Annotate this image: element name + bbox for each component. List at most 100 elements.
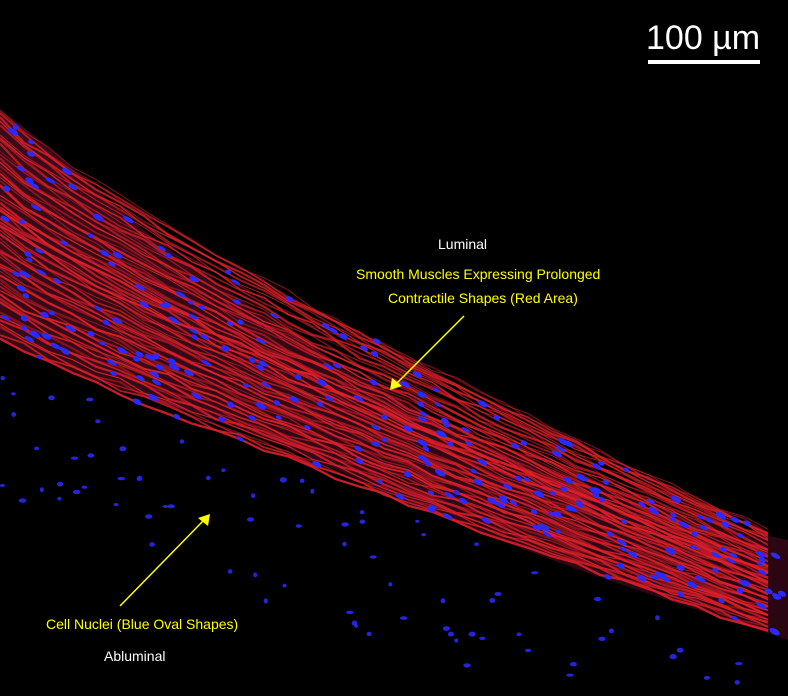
cell-nucleus bbox=[353, 395, 364, 402]
cell-nucleus bbox=[0, 375, 5, 381]
cell-nucleus bbox=[190, 334, 198, 340]
cell-nucleus bbox=[221, 468, 226, 473]
cell-nucleus bbox=[646, 498, 656, 505]
cell-nucleus bbox=[417, 454, 429, 462]
cell-nucleus bbox=[256, 364, 265, 371]
muscle-fiber bbox=[0, 183, 769, 567]
cell-nucleus bbox=[359, 519, 366, 524]
muscle-fiber bbox=[0, 326, 769, 628]
cell-nucleus bbox=[649, 574, 659, 581]
cell-nucleus bbox=[593, 596, 602, 602]
muscle-fiber bbox=[0, 274, 769, 604]
cell-nucleus bbox=[136, 475, 143, 481]
cell-nucleus bbox=[555, 529, 561, 534]
muscle-fiber bbox=[0, 209, 769, 574]
cell-nucleus bbox=[41, 332, 52, 340]
muscle-fiber bbox=[0, 241, 769, 591]
cell-nucleus bbox=[26, 150, 35, 157]
cell-nucleus bbox=[122, 216, 134, 224]
cell-nucleus bbox=[167, 358, 176, 365]
cell-nucleus bbox=[553, 511, 562, 518]
cell-nucleus bbox=[686, 581, 698, 589]
cell-nucleus bbox=[19, 270, 30, 278]
cell-nucleus bbox=[764, 588, 773, 595]
muscle-fiber bbox=[0, 180, 769, 562]
cell-nucleus bbox=[539, 524, 550, 532]
cell-nucleus bbox=[25, 177, 34, 184]
muscle-fiber bbox=[0, 337, 769, 632]
cell-nucleus bbox=[243, 382, 250, 388]
cell-nucleus bbox=[70, 456, 79, 460]
cell-nucleus bbox=[454, 638, 459, 643]
cell-nucleus bbox=[148, 394, 159, 401]
cell-nucleus bbox=[453, 490, 461, 495]
cell-nucleus bbox=[565, 504, 575, 512]
cell-nucleus bbox=[569, 662, 577, 667]
smooth-muscle-label-line2: Contractile Shapes (Red Area) bbox=[388, 290, 578, 306]
cell-nucleus bbox=[721, 521, 730, 528]
cell-nucleus bbox=[11, 412, 17, 417]
cell-nucleus bbox=[417, 391, 426, 398]
cell-nucleus bbox=[159, 303, 167, 309]
cell-nucleus bbox=[39, 487, 44, 493]
cell-nucleus bbox=[145, 354, 156, 361]
muscle-fiber bbox=[0, 136, 769, 546]
cell-nucleus bbox=[294, 374, 302, 381]
cell-nucleus bbox=[731, 615, 739, 621]
muscle-fiber bbox=[0, 274, 769, 608]
cell-nucleus bbox=[155, 364, 164, 371]
cell-nucleus bbox=[419, 411, 428, 417]
cell-nucleus bbox=[236, 436, 244, 442]
cell-nucleus bbox=[359, 510, 365, 515]
cell-nucleus bbox=[412, 371, 423, 378]
cell-nucleus bbox=[436, 430, 447, 438]
muscle-fiber bbox=[0, 229, 769, 583]
cell-nucleus bbox=[474, 542, 480, 546]
cell-nucleus bbox=[589, 487, 600, 495]
cell-nucleus bbox=[654, 571, 662, 578]
cell-nucleus bbox=[592, 463, 602, 470]
cell-nucleus bbox=[440, 598, 446, 604]
cell-nucleus bbox=[489, 598, 496, 603]
cell-nucleus bbox=[289, 396, 300, 403]
cell-nucleus bbox=[145, 514, 153, 519]
cell-nucleus bbox=[312, 460, 322, 468]
cell-nucleus bbox=[479, 636, 486, 640]
cell-nucleus bbox=[423, 460, 432, 467]
cell-nucleus bbox=[30, 204, 42, 211]
cell-nucleus bbox=[576, 502, 584, 508]
cell-nucleus bbox=[566, 673, 574, 677]
cell-nucleus bbox=[26, 257, 33, 263]
cell-nucleus bbox=[57, 481, 64, 487]
muscle-fiber bbox=[0, 111, 769, 534]
cell-nucleus bbox=[0, 483, 6, 487]
cell-nucleus bbox=[168, 363, 180, 371]
cell-nucleus bbox=[94, 305, 102, 311]
cell-nucleus bbox=[354, 624, 359, 628]
muscle-fiber bbox=[0, 285, 769, 612]
cell-nucleus bbox=[487, 497, 498, 505]
cell-nucleus bbox=[690, 545, 698, 550]
cell-nucleus bbox=[226, 321, 234, 327]
cell-nuclei-label: Cell Nuclei (Blue Oval Shapes) bbox=[46, 616, 239, 632]
cell-nucleus bbox=[113, 502, 119, 507]
cell-nucleus bbox=[341, 522, 349, 527]
cell-nucleus bbox=[253, 572, 258, 578]
cell-nucleus bbox=[135, 284, 146, 291]
cell-nucleus bbox=[477, 458, 488, 466]
cell-nucleus bbox=[273, 400, 281, 406]
cell-nucleus bbox=[149, 370, 160, 378]
cell-nucleus bbox=[36, 269, 47, 276]
cell-nucleus bbox=[510, 442, 520, 449]
cell-nucleus bbox=[703, 675, 711, 680]
cell-nucleus bbox=[636, 574, 647, 582]
cell-nucleus bbox=[139, 301, 150, 308]
cell-nucleus bbox=[616, 538, 627, 546]
cell-nucleus bbox=[321, 323, 331, 329]
cell-nucleus bbox=[323, 363, 333, 370]
cell-nucleus bbox=[179, 439, 185, 444]
cell-nucleus bbox=[45, 177, 55, 184]
cell-nucleus bbox=[434, 402, 442, 407]
cell-nucleus bbox=[60, 240, 68, 246]
cell-nucleus bbox=[426, 506, 436, 513]
